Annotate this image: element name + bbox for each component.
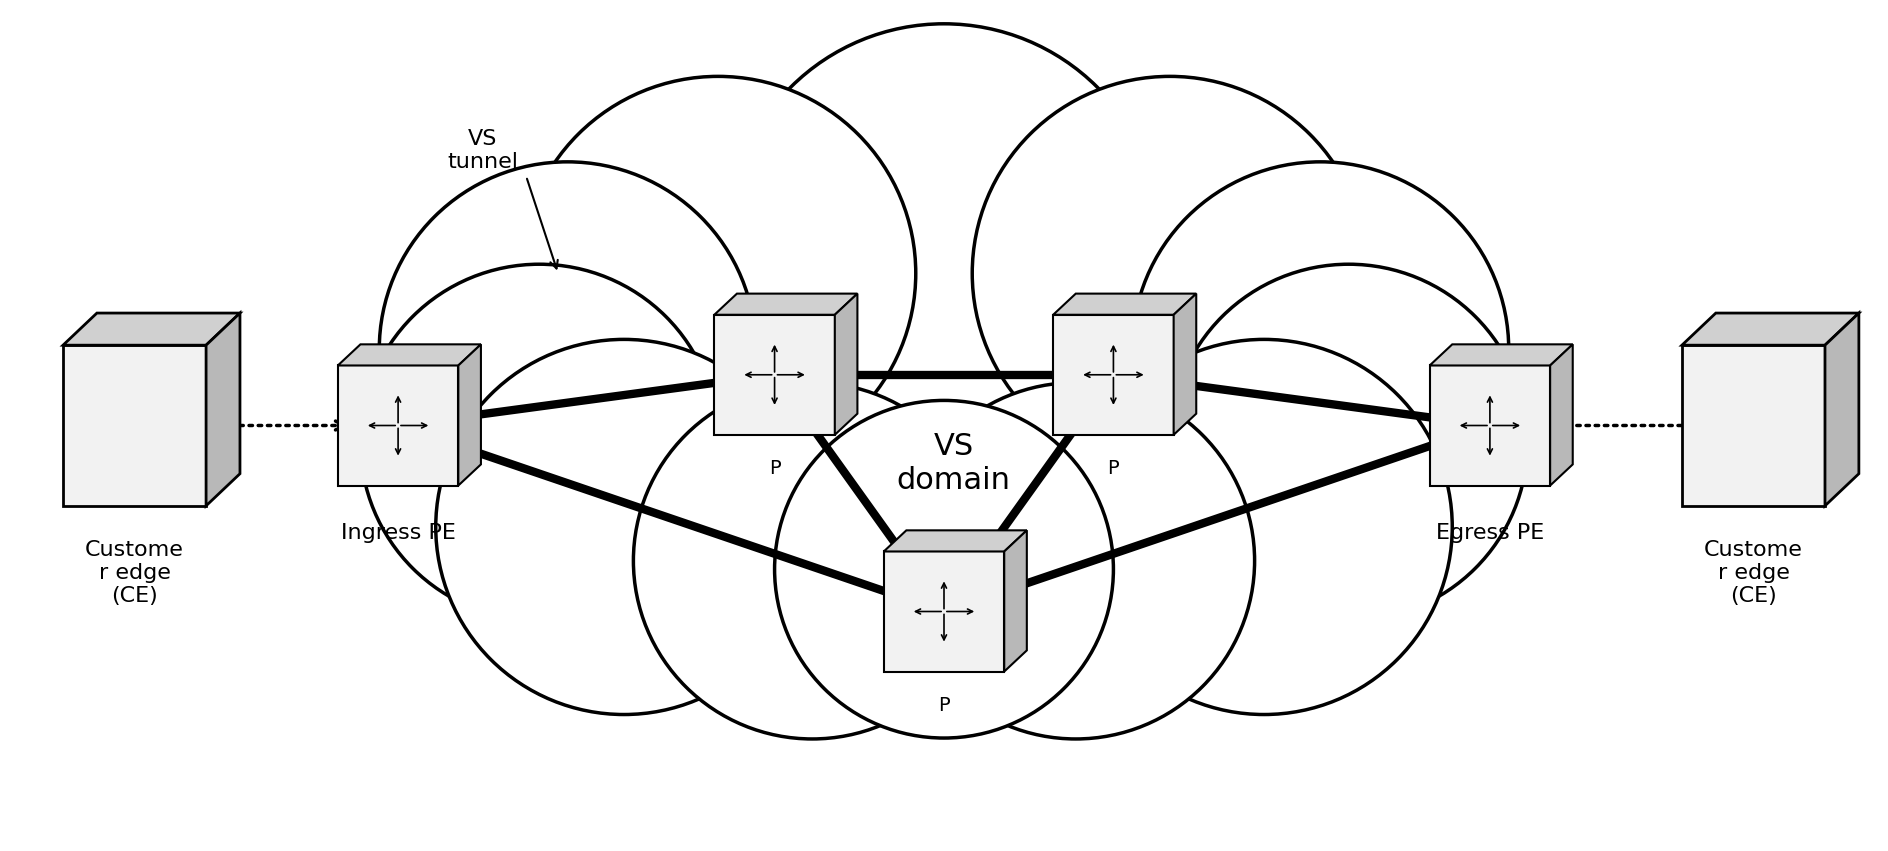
Polygon shape: [62, 313, 240, 346]
Polygon shape: [338, 345, 481, 365]
Polygon shape: [62, 346, 206, 505]
Polygon shape: [206, 313, 240, 505]
Polygon shape: [1826, 313, 1860, 505]
Polygon shape: [1054, 315, 1174, 435]
Polygon shape: [1682, 346, 1826, 505]
Text: P: P: [768, 460, 780, 478]
Ellipse shape: [972, 77, 1367, 471]
Text: Egress PE: Egress PE: [1435, 523, 1544, 543]
Ellipse shape: [521, 77, 916, 471]
Polygon shape: [1550, 345, 1573, 486]
Polygon shape: [1429, 365, 1550, 486]
Ellipse shape: [1133, 162, 1509, 537]
Polygon shape: [1429, 345, 1573, 365]
Text: P: P: [938, 696, 950, 715]
Text: Ingress PE: Ingress PE: [340, 523, 455, 543]
Ellipse shape: [379, 162, 755, 537]
Polygon shape: [1004, 530, 1027, 671]
Polygon shape: [884, 530, 1027, 551]
Text: VS
tunnel: VS tunnel: [447, 129, 519, 173]
Polygon shape: [1682, 313, 1860, 346]
Ellipse shape: [774, 401, 1114, 738]
Ellipse shape: [632, 383, 991, 739]
Ellipse shape: [897, 383, 1256, 739]
Polygon shape: [834, 294, 857, 435]
Polygon shape: [714, 315, 834, 435]
Ellipse shape: [436, 340, 812, 715]
Polygon shape: [884, 551, 1004, 671]
Text: VS
domain: VS domain: [897, 432, 1010, 494]
Polygon shape: [714, 294, 857, 315]
Ellipse shape: [1076, 340, 1452, 715]
Polygon shape: [338, 365, 459, 486]
Ellipse shape: [361, 264, 717, 620]
Text: P: P: [1108, 460, 1120, 478]
Polygon shape: [1054, 294, 1197, 315]
Ellipse shape: [1171, 264, 1527, 620]
Text: Custome
r edge
(CE): Custome r edge (CE): [85, 540, 183, 606]
Polygon shape: [1174, 294, 1197, 435]
Text: Custome
r edge
(CE): Custome r edge (CE): [1705, 540, 1803, 606]
Polygon shape: [459, 345, 481, 486]
Ellipse shape: [727, 24, 1161, 455]
